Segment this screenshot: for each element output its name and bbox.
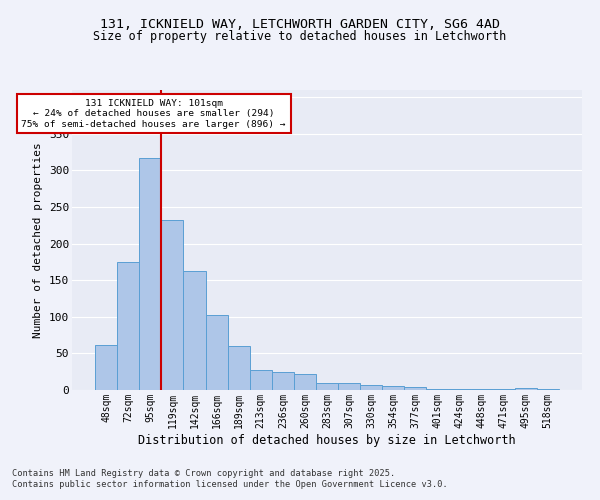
X-axis label: Distribution of detached houses by size in Letchworth: Distribution of detached houses by size … [138,434,516,446]
Bar [338,382,360,390]
Bar [117,262,139,390]
Bar [294,374,316,390]
Y-axis label: Number of detached properties: Number of detached properties [34,142,43,338]
Bar [404,387,427,390]
Text: Contains public sector information licensed under the Open Government Licence v3: Contains public sector information licen… [12,480,448,489]
Text: Contains HM Land Registry data © Crown copyright and database right 2025.: Contains HM Land Registry data © Crown c… [12,468,395,477]
Text: 131, ICKNIELD WAY, LETCHWORTH GARDEN CITY, SG6 4AD: 131, ICKNIELD WAY, LETCHWORTH GARDEN CIT… [100,18,500,30]
Bar [382,386,404,390]
Bar [515,388,537,390]
Bar [95,344,117,390]
Bar [161,220,184,390]
Bar [272,372,294,390]
Bar [227,346,250,390]
Text: Size of property relative to detached houses in Letchworth: Size of property relative to detached ho… [94,30,506,43]
Bar [427,388,448,390]
Bar [316,384,338,390]
Bar [184,270,206,390]
Text: 131 ICKNIELD WAY: 101sqm
← 24% of detached houses are smaller (294)
75% of semi-: 131 ICKNIELD WAY: 101sqm ← 24% of detach… [22,99,286,128]
Bar [139,158,161,390]
Bar [206,316,227,390]
Bar [360,385,382,390]
Bar [250,370,272,390]
